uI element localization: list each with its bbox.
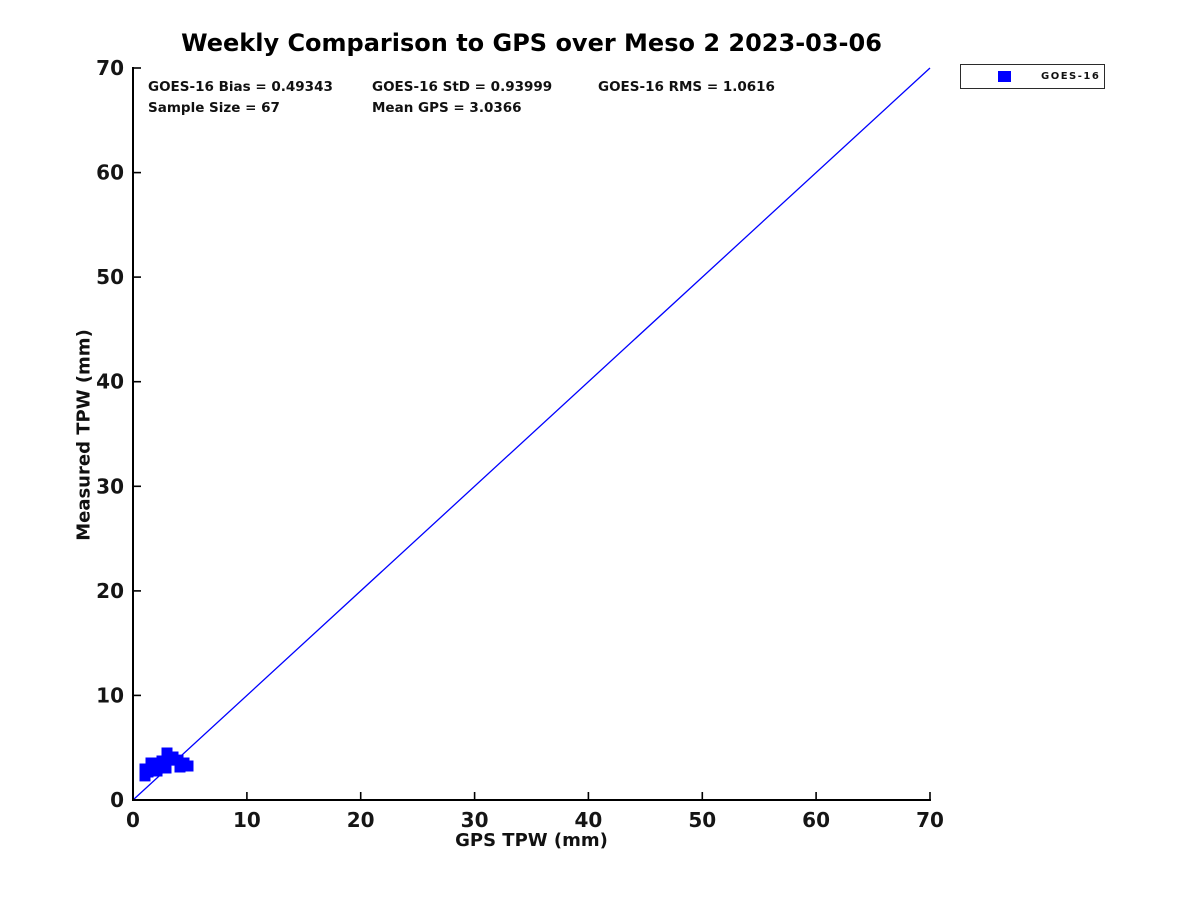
x-axis-label: GPS TPW (mm) — [455, 830, 608, 851]
stat-bias: GOES-16 Bias = 0.49343 — [148, 79, 333, 95]
stat-std: GOES-16 StD = 0.93999 — [372, 79, 553, 95]
svg-text:60: 60 — [802, 808, 830, 832]
chart-title: Weekly Comparison to GPS over Meso 2 202… — [181, 29, 882, 57]
y-axis-label: Measured TPW (mm) — [73, 329, 95, 541]
svg-text:30: 30 — [461, 808, 489, 832]
svg-text:50: 50 — [688, 808, 716, 832]
svg-text:10: 10 — [233, 808, 261, 832]
svg-text:40: 40 — [96, 370, 124, 394]
legend-label: GOES-16 — [1041, 71, 1101, 82]
stat-mean-gps: Mean GPS = 3.0366 — [372, 100, 522, 116]
svg-text:40: 40 — [574, 808, 602, 832]
svg-text:20: 20 — [347, 808, 375, 832]
legend: GOES-16 — [960, 64, 1105, 89]
svg-text:30: 30 — [96, 474, 124, 498]
svg-text:0: 0 — [126, 808, 140, 832]
svg-text:70: 70 — [916, 808, 944, 832]
svg-text:20: 20 — [96, 579, 124, 603]
svg-text:50: 50 — [96, 265, 124, 289]
stat-rms: GOES-16 RMS = 1.0616 — [598, 79, 775, 95]
svg-text:60: 60 — [96, 161, 124, 185]
svg-text:70: 70 — [96, 56, 124, 80]
stat-sample-size: Sample Size = 67 — [148, 100, 280, 116]
svg-text:10: 10 — [96, 683, 124, 707]
svg-text:0: 0 — [110, 788, 124, 812]
legend-marker-square-icon — [998, 71, 1011, 82]
